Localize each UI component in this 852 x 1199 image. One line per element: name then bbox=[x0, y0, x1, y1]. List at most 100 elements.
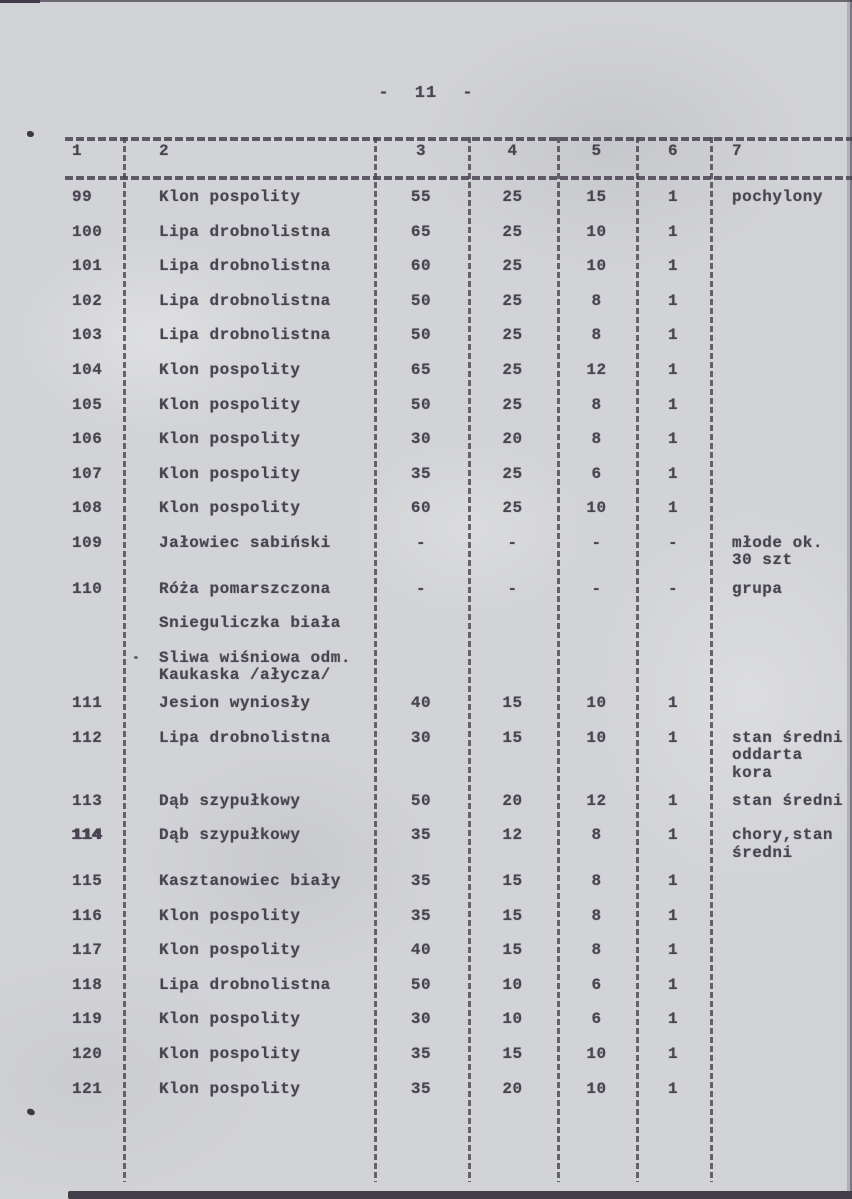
value-col3: 40 bbox=[410, 694, 432, 713]
table-row: 105 Klon pospolity 50 25 8 1 bbox=[65, 395, 852, 432]
notes: chory,stan średni bbox=[732, 826, 834, 862]
value-col3: 60 bbox=[410, 499, 432, 518]
value-col6: - bbox=[667, 533, 679, 552]
value-col5: 10 bbox=[586, 728, 607, 747]
column-header-2: 2 bbox=[159, 142, 170, 160]
value-col3: 35 bbox=[410, 1044, 432, 1063]
scan-edge-corner-mark bbox=[0, 0, 40, 3]
value-col4: - bbox=[507, 533, 518, 552]
page-number: - 11 - bbox=[378, 84, 474, 103]
table-body: 99 Klon pospolity 55 25 15 1 pochylony 100 Lipa … bbox=[65, 188, 852, 1116]
species-name: Kasztanowiec biały bbox=[159, 871, 341, 890]
table-row: 100 Lipa drobnolistna 65 25 10 1 bbox=[65, 222, 852, 259]
scan-speck bbox=[27, 131, 34, 137]
value-col6: - bbox=[667, 579, 679, 598]
species-name: Klon pospolity bbox=[159, 395, 301, 414]
notes: pochylony bbox=[732, 188, 823, 206]
table-row: 112 Lipa drobnolistna 30 15 10 1 stan średni o… bbox=[65, 728, 852, 793]
value-col4: 15 bbox=[502, 1044, 523, 1063]
value-col3: 50 bbox=[410, 291, 432, 310]
table-header-row: 1 2 3 4 5 6 7 bbox=[65, 142, 852, 160]
column-header-3: 3 bbox=[415, 142, 427, 160]
value-col3: 30 bbox=[410, 1010, 432, 1029]
value-col5: 10 bbox=[586, 1079, 607, 1098]
column-header-7: 7 bbox=[732, 142, 743, 160]
species-name: Klon pospolity bbox=[159, 430, 301, 449]
species-name: Lipa drobnolistna bbox=[159, 257, 331, 276]
column-divider bbox=[123, 137, 126, 1182]
table-row: 117 Klon pospolity 40 15 8 1 bbox=[65, 941, 852, 977]
value-col6: 1 bbox=[667, 326, 679, 345]
row-number: 107 bbox=[72, 464, 103, 483]
row-number: 99 bbox=[72, 188, 93, 206]
column-divider bbox=[468, 137, 471, 1182]
value-col6: 1 bbox=[667, 906, 679, 925]
value-col4: 20 bbox=[502, 791, 523, 810]
value-col4: 25 bbox=[502, 360, 523, 379]
column-divider bbox=[557, 137, 560, 1182]
row-number: 104 bbox=[72, 360, 103, 379]
row-number: 103 bbox=[72, 326, 103, 345]
table-row: 109 Jałowiec sabiński - - - - młode ok. 30 szt bbox=[65, 533, 852, 581]
table-row: 107 Klon pospolity 35 25 6 1 bbox=[65, 464, 852, 501]
value-col6: 1 bbox=[667, 1079, 679, 1098]
value-col5: 10 bbox=[586, 222, 607, 241]
table-row: Snieguliczka biała bbox=[65, 614, 852, 650]
table-row: 119 Klon pospolity 30 10 6 1 bbox=[65, 1011, 852, 1046]
table-row: 106 Klon pospolity 30 20 8 1 bbox=[65, 430, 852, 466]
notes: grupa bbox=[732, 579, 783, 598]
species-name: Róża pomarszczona bbox=[159, 579, 331, 598]
value-col6: 1 bbox=[667, 360, 679, 379]
table-row: 113 Dąb szypułkowy 50 20 12 1 stan średni bbox=[65, 791, 852, 828]
table-row: 121 Klon pospolity 35 20 10 1 bbox=[65, 1079, 852, 1116]
value-col5: - bbox=[591, 533, 602, 552]
species-name: Klon pospolity bbox=[159, 906, 301, 925]
species-name: Jałowiec sabiński bbox=[159, 533, 331, 552]
scan-edge-top bbox=[0, 0, 852, 2]
value-col6: 1 bbox=[667, 941, 679, 960]
value-col4: 25 bbox=[502, 188, 523, 206]
value-col4: 25 bbox=[502, 222, 523, 241]
value-col4: 15 bbox=[502, 871, 523, 890]
value-col4: 15 bbox=[502, 906, 523, 925]
value-col3: 35 bbox=[410, 906, 432, 925]
value-col6: 1 bbox=[667, 975, 679, 994]
value-col5: 8 bbox=[591, 906, 602, 925]
value-col4: 25 bbox=[502, 395, 523, 414]
row-number: 115 bbox=[72, 871, 103, 890]
row-number: 109 bbox=[72, 533, 103, 552]
value-col5: 8 bbox=[591, 326, 602, 345]
row-number: 113 bbox=[72, 791, 103, 810]
species-name: Klon pospolity bbox=[159, 1010, 301, 1029]
value-col5: 8 bbox=[591, 395, 602, 414]
column-divider bbox=[710, 137, 713, 1182]
column-header-6: 6 bbox=[667, 142, 679, 160]
value-col6: 1 bbox=[667, 464, 679, 483]
table-row: 108 Klon pospolity 60 25 10 1 bbox=[65, 500, 852, 535]
value-col5: 10 bbox=[586, 257, 607, 276]
row-number: 100 bbox=[72, 222, 103, 241]
value-col5: 6 bbox=[591, 975, 602, 994]
value-col3: 65 bbox=[410, 222, 432, 241]
value-col4: 15 bbox=[502, 941, 523, 960]
value-col4: 10 bbox=[502, 975, 523, 994]
value-col5: 6 bbox=[591, 1010, 602, 1029]
species-name: Klon pospolity bbox=[159, 464, 301, 483]
row-number: 117 bbox=[72, 941, 103, 960]
scan-speck bbox=[134, 656, 138, 659]
value-col3: 30 bbox=[410, 430, 432, 449]
table-border-top bbox=[65, 137, 852, 141]
value-col4: 15 bbox=[502, 694, 523, 713]
value-col3: 40 bbox=[410, 941, 432, 960]
table-row: Sliwa wiśniowa odm. Kaukaska /ałycza/ bbox=[65, 649, 852, 696]
table-header-divider bbox=[65, 176, 852, 180]
value-col5: 8 bbox=[591, 871, 602, 890]
column-header-4: 4 bbox=[507, 142, 518, 160]
notes: młode ok. 30 szt bbox=[732, 533, 823, 570]
value-col5: - bbox=[591, 579, 602, 598]
species-name: Lipa drobnolistna bbox=[159, 728, 331, 747]
species-name: Lipa drobnolistna bbox=[159, 326, 331, 345]
value-col6: 1 bbox=[667, 1044, 679, 1063]
value-col5: 10 bbox=[586, 499, 607, 518]
